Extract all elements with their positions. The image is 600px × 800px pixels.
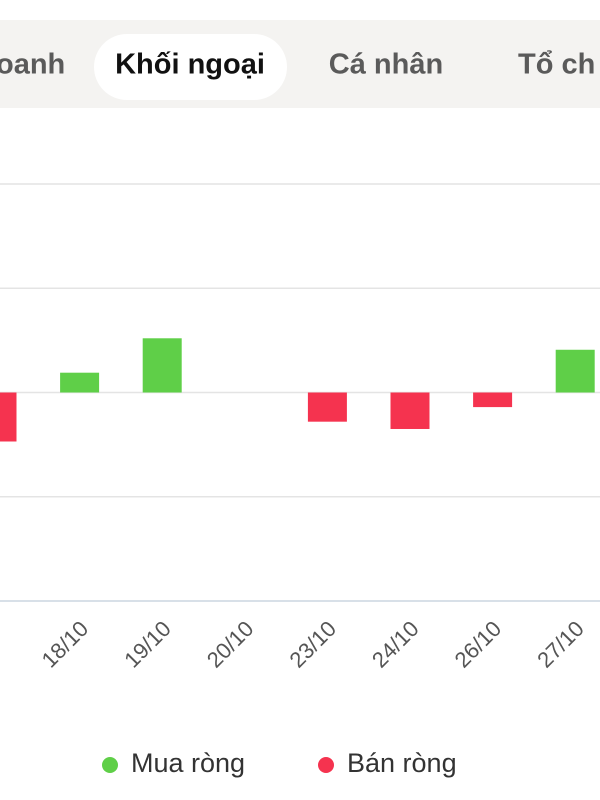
- tab[interactable]: Tổ ch: [518, 49, 595, 81]
- tab[interactable]: oanh: [0, 49, 65, 81]
- bar: [307, 392, 347, 422]
- bar: [555, 349, 595, 393]
- legend-marker: [102, 757, 118, 773]
- legend-label: Mua ròng: [131, 748, 245, 778]
- x-tick-label: 24/10: [367, 616, 424, 673]
- x-tick-label: 20/10: [202, 616, 259, 673]
- x-tick-label: 23/10: [284, 616, 341, 673]
- x-tick-label: 18/10: [37, 616, 94, 673]
- bar: [142, 338, 182, 393]
- x-tick-label: 19/10: [119, 616, 176, 673]
- legend-label: Bán ròng: [347, 748, 457, 778]
- x-tick-label: 27/10: [532, 616, 589, 673]
- tab-pill: [94, 34, 287, 100]
- x-tick-label: 26/10: [450, 616, 507, 673]
- bar: [60, 372, 100, 393]
- bar: [390, 392, 430, 429]
- tab[interactable]: Cá nhân: [329, 49, 443, 81]
- bar: [0, 392, 17, 442]
- tab-bar: [0, 20, 600, 108]
- legend-marker: [318, 757, 334, 773]
- bar: [473, 392, 513, 408]
- tab-selected[interactable]: Khối ngoại: [115, 49, 265, 81]
